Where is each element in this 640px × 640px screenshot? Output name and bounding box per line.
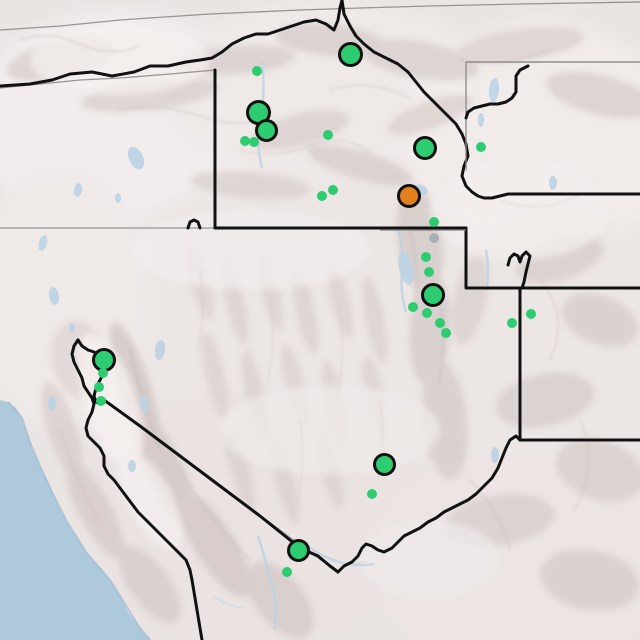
map-marker-small[interactable]: [435, 318, 445, 328]
map-marker-small[interactable]: [252, 66, 262, 76]
coastline: [7, 401, 151, 640]
map-marker-large[interactable]: [413, 136, 437, 160]
map-marker-small[interactable]: [507, 318, 517, 328]
map-marker-large[interactable]: [421, 283, 445, 307]
lake: [38, 235, 48, 251]
map-marker-small[interactable]: [424, 267, 434, 277]
map-marker-small[interactable]: [328, 185, 338, 195]
map-marker-small[interactable]: [282, 567, 292, 577]
lake: [128, 460, 136, 472]
map-marker-small[interactable]: [94, 382, 104, 392]
map-marker-small[interactable]: [367, 489, 377, 499]
pacific-ocean: [0, 400, 150, 640]
lake: [491, 447, 499, 463]
lake: [478, 113, 484, 127]
map-marker-large[interactable]: [286, 538, 310, 562]
map-marker-small[interactable]: [441, 328, 451, 338]
map-marker-small[interactable]: [317, 191, 327, 201]
lake: [69, 323, 75, 333]
map-marker-small[interactable]: [323, 130, 333, 140]
map-marker-small[interactable]: [526, 309, 536, 319]
lake: [73, 183, 83, 197]
map-marker-small[interactable]: [240, 136, 250, 146]
map-marker-large[interactable]: [372, 452, 396, 476]
map-marker-small[interactable]: [476, 142, 486, 152]
lake: [127, 146, 145, 170]
map-marker-small[interactable]: [96, 396, 106, 406]
map-marker-small[interactable]: [421, 252, 431, 262]
lake-layer: [38, 78, 557, 472]
map-marker-small[interactable]: [98, 368, 108, 378]
lake: [139, 395, 149, 413]
lake: [48, 287, 60, 305]
map-marker-small[interactable]: [249, 137, 259, 147]
lake: [549, 176, 557, 190]
lake: [154, 340, 166, 360]
map-marker-small[interactable]: [429, 233, 439, 243]
lake: [488, 78, 500, 102]
lake: [48, 396, 56, 410]
lake: [115, 193, 121, 203]
map-marker-small[interactable]: [429, 217, 439, 227]
map-marker-small[interactable]: [408, 302, 418, 312]
map-marker-large[interactable]: [397, 184, 421, 208]
map-marker-large[interactable]: [254, 118, 278, 142]
map-marker-small[interactable]: [422, 308, 432, 318]
map-marker-large[interactable]: [337, 41, 363, 67]
